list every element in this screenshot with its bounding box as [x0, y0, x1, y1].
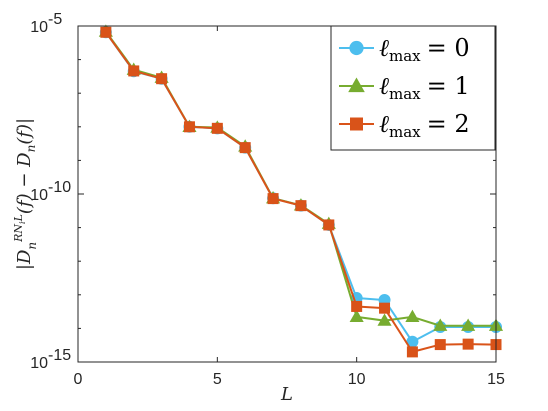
data-point [433, 318, 448, 331]
y-tick-label-exponent: -5 [48, 11, 62, 28]
data-point [434, 339, 446, 351]
legend-marker [348, 77, 365, 93]
data-point [211, 122, 223, 134]
legend: ℓmax = 0 ℓmax = 1 ℓmax = 2 [330, 25, 496, 151]
y-axis-label: |DnRNiL(f) − Dn(f)| [12, 118, 39, 270]
data-point [406, 346, 418, 358]
legend-marker [349, 40, 364, 56]
legend-entry: ℓmax = 0 [339, 34, 470, 65]
legend-marker [350, 117, 363, 131]
series-layer [98, 24, 504, 358]
data-point [128, 65, 140, 77]
data-point [405, 309, 420, 323]
data-point [379, 302, 391, 314]
legend-entry: ℓmax = 1 [339, 72, 470, 103]
data-point [351, 300, 363, 312]
x-tick-label: 10 [348, 371, 366, 388]
data-point [183, 121, 195, 133]
data-point [100, 26, 112, 38]
x-tick-label: 5 [213, 371, 222, 388]
y-tick-label-exponent: -10 [48, 179, 71, 196]
plot-frame [77, 25, 497, 363]
data-point [295, 200, 307, 212]
y-tick-label: 10 [30, 187, 48, 204]
data-point [239, 142, 251, 154]
data-point [267, 193, 279, 205]
legend-label: ℓmax = 1 [379, 72, 470, 103]
data-point [462, 338, 474, 350]
x-axis-label: L [280, 384, 293, 405]
data-point [156, 73, 168, 85]
data-point [377, 313, 392, 326]
y-tick-label-exponent: -15 [48, 347, 71, 364]
data-point [323, 219, 335, 231]
data-point [349, 309, 364, 323]
x-tick-label: 15 [487, 371, 505, 388]
legend-label: ℓmax = 2 [379, 110, 470, 141]
legend-label: ℓmax = 0 [379, 34, 470, 65]
x-tick-label: 0 [74, 371, 83, 388]
y-tick-label: 10 [30, 19, 48, 36]
data-point [461, 318, 476, 331]
legend-entry: ℓmax = 2 [339, 110, 470, 141]
y-tick-label: 10 [30, 355, 48, 372]
